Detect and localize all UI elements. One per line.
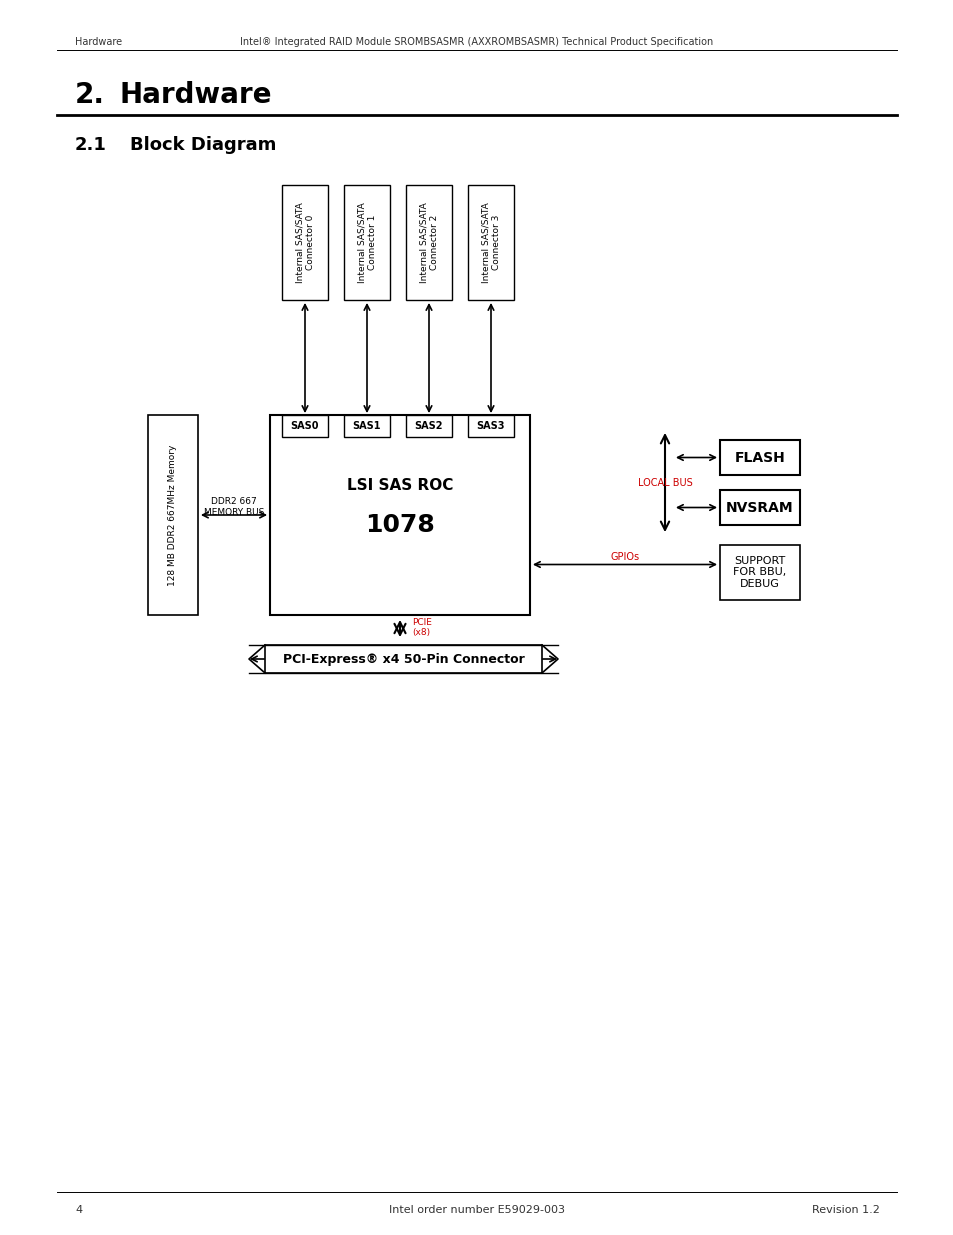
Text: SAS2: SAS2 [415,421,443,431]
Text: SAS0: SAS0 [291,421,319,431]
Text: LSI SAS ROC: LSI SAS ROC [347,478,453,493]
Text: 1078: 1078 [365,513,435,537]
Text: Revision 1.2: Revision 1.2 [811,1205,879,1215]
Bar [265,645,541,673]
Bar [468,185,514,300]
Text: Intel® Integrated RAID Module SROMBSASMR (AXXROMBSASMR) Technical Product Specif: Intel® Integrated RAID Module SROMBSASMR… [240,37,713,47]
Text: Intel order number E59029-003: Intel order number E59029-003 [389,1205,564,1215]
Bar [406,415,452,437]
Bar [406,185,452,300]
Text: Internal SAS/SATA
Connector 2: Internal SAS/SATA Connector 2 [419,203,438,283]
Text: Hardware: Hardware [75,37,122,47]
Bar [148,415,198,615]
Text: SAS1: SAS1 [353,421,381,431]
Bar [720,545,800,600]
Text: Hardware: Hardware [120,82,273,109]
Text: Internal SAS/SATA
Connector 3: Internal SAS/SATA Connector 3 [481,203,500,283]
Bar [720,490,800,525]
Text: SUPPORT
FOR BBU,
DEBUG: SUPPORT FOR BBU, DEBUG [733,556,786,589]
Text: 4: 4 [75,1205,82,1215]
Bar [468,415,514,437]
Bar [270,415,530,615]
Text: DDR2 667
MEMORY BUS: DDR2 667 MEMORY BUS [204,498,264,516]
Text: Internal SAS/SATA
Connector 1: Internal SAS/SATA Connector 1 [357,203,376,283]
Text: PCI-Express® x4 50-Pin Connector: PCI-Express® x4 50-Pin Connector [282,652,524,666]
Bar [282,415,328,437]
Text: 128 MB DDR2 667MHz Memory: 128 MB DDR2 667MHz Memory [169,445,177,585]
Bar [344,415,390,437]
Text: PCIE
(x8): PCIE (x8) [412,618,432,637]
Text: LOCAL BUS: LOCAL BUS [637,478,692,488]
Text: GPIOs: GPIOs [610,552,639,562]
Text: Block Diagram: Block Diagram [130,136,276,154]
Text: 2.: 2. [75,82,105,109]
Bar [720,440,800,475]
Text: FLASH: FLASH [734,451,784,464]
Text: 2.1: 2.1 [75,136,107,154]
Bar [282,185,328,300]
Text: SAS3: SAS3 [476,421,505,431]
Text: NVSRAM: NVSRAM [725,500,793,515]
Bar [344,185,390,300]
Text: Internal SAS/SATA
Connector 0: Internal SAS/SATA Connector 0 [295,203,314,283]
